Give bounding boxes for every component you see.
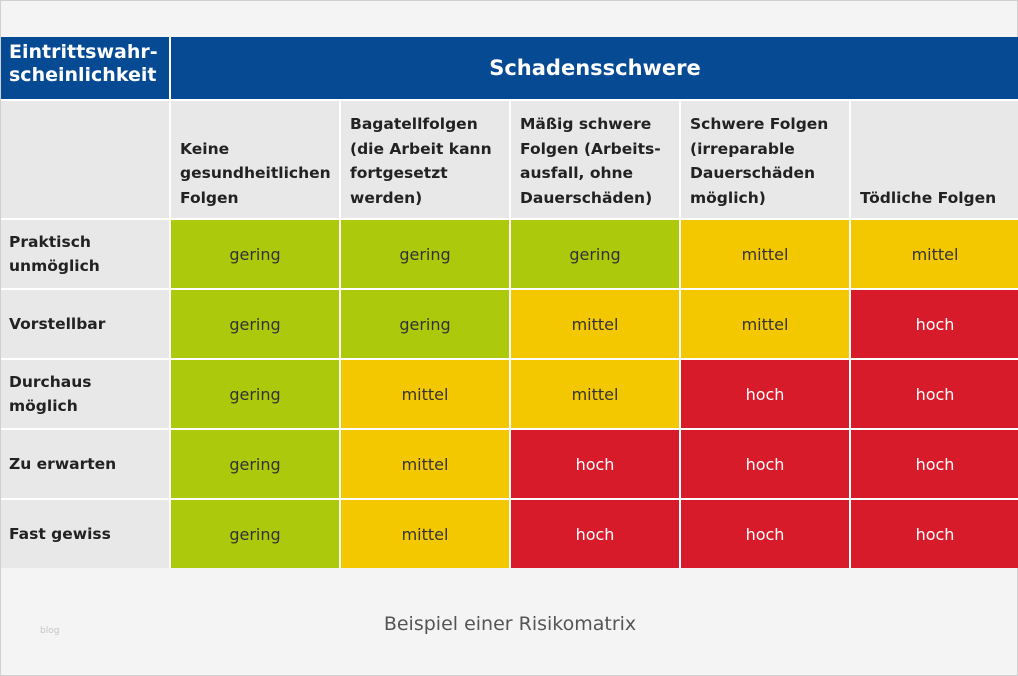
risk-cell-mittel: mittel	[511, 360, 679, 428]
column-header: Tödliche Folgen	[851, 101, 1018, 218]
risk-cell-hoch: hoch	[511, 500, 679, 568]
column-header: Schwere Folgen (irreparable Dauerschäden…	[681, 101, 849, 218]
risk-cell-gering: gering	[171, 360, 339, 428]
row-header-label: Praktisch unmöglich	[9, 232, 100, 276]
risk-cell-mittel: mittel	[341, 360, 509, 428]
row-header: Vorstellbar	[1, 290, 169, 358]
row-header: Durchaus möglich	[1, 360, 169, 428]
risk-cell-gering: gering	[171, 220, 339, 288]
risk-cell-mittel: mittel	[341, 500, 509, 568]
row-header-blank	[1, 101, 169, 218]
corner-header: Eintrittswahr- scheinlichkeit	[1, 37, 169, 99]
row-header-label: Vorstellbar	[9, 314, 106, 333]
risk-cell-mittel: mittel	[681, 220, 849, 288]
column-header-label: Mäßig schwere Folgen (Arbeits-ausfall, o…	[520, 115, 661, 207]
risk-cell-hoch: hoch	[851, 500, 1018, 568]
risk-cell-gering: gering	[511, 220, 679, 288]
row-header-label: Zu erwarten	[9, 454, 117, 473]
caption: Beispiel einer Risikomatrix	[383, 613, 637, 635]
risk-cell-hoch: hoch	[851, 360, 1018, 428]
risk-matrix: Eintrittswahr- scheinlichkeit Schadenssc…	[1, 37, 1018, 568]
column-header-label: Keine gesundheitlichen Folgen	[180, 139, 331, 207]
risk-cell-gering: gering	[171, 500, 339, 568]
risk-cell-gering: gering	[341, 290, 509, 358]
risk-cell-hoch: hoch	[851, 290, 1018, 358]
risk-cell-hoch: hoch	[851, 430, 1018, 498]
risk-cell-mittel: mittel	[341, 430, 509, 498]
column-header: Keine gesundheitlichen Folgen	[171, 101, 339, 218]
risk-cell-hoch: hoch	[681, 430, 849, 498]
column-header: Mäßig schwere Folgen (Arbeits-ausfall, o…	[511, 101, 679, 218]
risk-cell-hoch: hoch	[681, 500, 849, 568]
row-header-label: Durchaus möglich	[9, 372, 92, 416]
row-header: Praktisch unmöglich	[1, 220, 169, 288]
column-header-label: Schwere Folgen (irreparable Dauerschäden…	[690, 115, 829, 207]
risk-cell-gering: gering	[171, 430, 339, 498]
risk-cell-hoch: hoch	[681, 360, 849, 428]
row-header: Zu erwarten	[1, 430, 169, 498]
risk-cell-mittel: mittel	[511, 290, 679, 358]
watermark: blog	[40, 626, 60, 636]
risk-cell-gering: gering	[171, 290, 339, 358]
row-header: Fast gewiss	[1, 500, 169, 568]
column-header-label: Tödliche Folgen	[860, 188, 997, 207]
risk-cell-mittel: mittel	[851, 220, 1018, 288]
row-header-label: Fast gewiss	[9, 524, 111, 543]
matrix-title: Schadensschwere	[171, 37, 1018, 99]
column-header: Bagatellfolgen (die Arbeit kann fortgese…	[341, 101, 509, 218]
risk-cell-mittel: mittel	[681, 290, 849, 358]
risk-cell-hoch: hoch	[511, 430, 679, 498]
risk-cell-gering: gering	[341, 220, 509, 288]
column-header-label: Bagatellfolgen (die Arbeit kann fortgese…	[350, 115, 492, 207]
